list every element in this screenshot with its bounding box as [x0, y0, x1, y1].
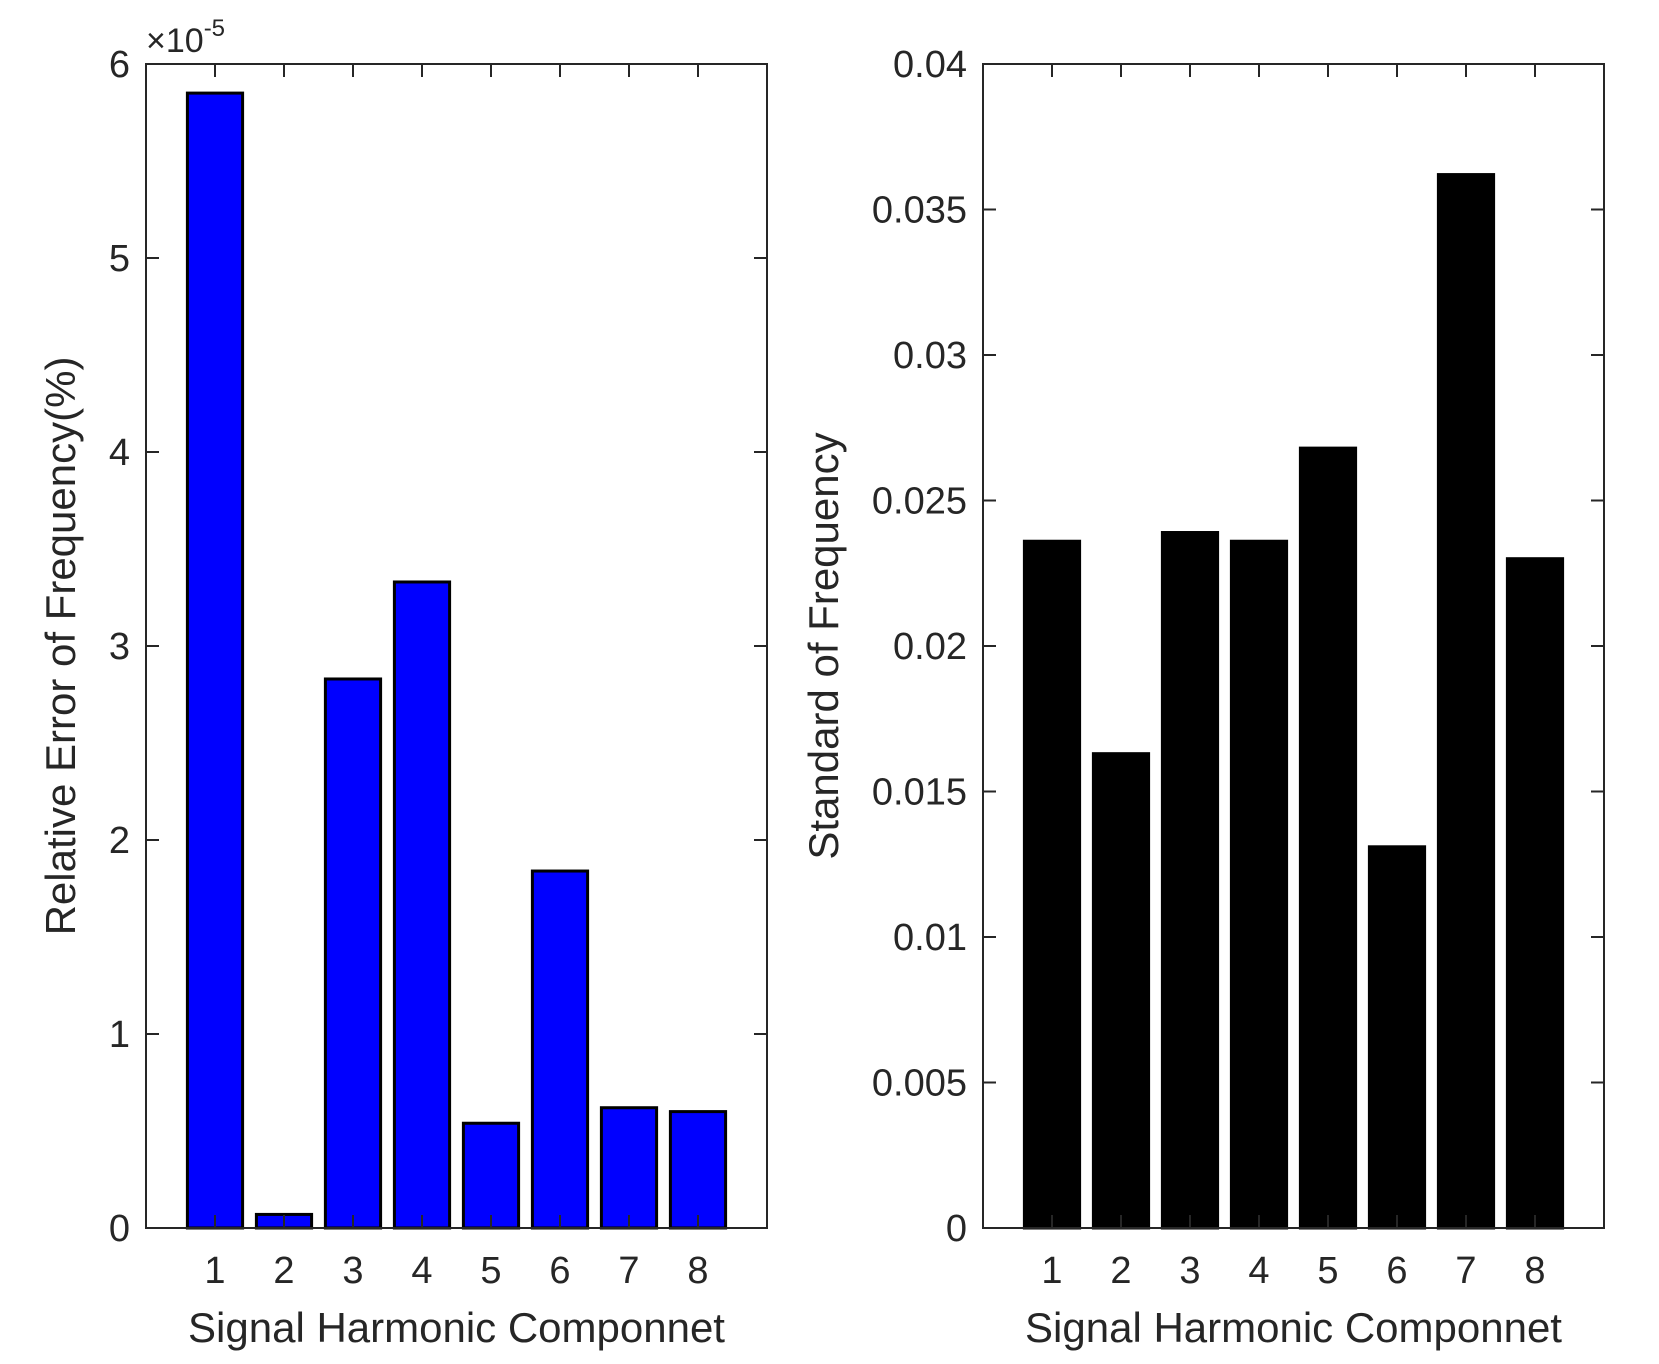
y-tick-label: 0 — [946, 1208, 967, 1250]
y-axis-label: Relative Error of Frequency(%) — [37, 357, 84, 936]
x-tick-label: 5 — [1317, 1250, 1338, 1292]
x-tick-label: 7 — [1455, 1250, 1476, 1292]
bar-4 — [392, 580, 452, 1230]
x-tick-label: 4 — [411, 1250, 432, 1292]
bar-7 — [1436, 173, 1496, 1230]
x-tick-label: 7 — [618, 1250, 639, 1292]
y-exponent-base: ×10 — [146, 22, 204, 60]
x-tick-label: 6 — [1386, 1250, 1407, 1292]
x-tick-label: 2 — [1110, 1250, 1131, 1292]
y-tick-label: 0.005 — [872, 1063, 967, 1105]
x-tick-label: 3 — [342, 1250, 363, 1292]
y-tick-label: 5 — [109, 238, 130, 280]
bar-6 — [1367, 845, 1427, 1230]
bar-1 — [1022, 539, 1082, 1230]
bar-5 — [461, 1121, 521, 1230]
bar-3 — [1160, 531, 1220, 1230]
y-tick-label: 0.04 — [893, 44, 967, 86]
y-tick-label: 1 — [109, 1014, 130, 1056]
x-tick-label: 8 — [687, 1250, 708, 1292]
y-tick-label: 0.02 — [893, 626, 967, 668]
bar-3 — [323, 677, 383, 1230]
bar-4 — [1229, 539, 1289, 1230]
y-exponent-label: ×10-5 — [146, 15, 225, 60]
x-tick-label: 4 — [1248, 1250, 1269, 1292]
x-tick-label: 1 — [204, 1250, 225, 1292]
y-tick-label: 0.025 — [872, 481, 967, 523]
bar-8 — [668, 1110, 728, 1230]
x-axis-label: Signal Harmonic Componnet — [188, 1304, 725, 1351]
y-tick-label: 6 — [109, 44, 130, 86]
x-tick-label: 8 — [1524, 1250, 1545, 1292]
bar-6 — [530, 869, 590, 1230]
y-tick-label: 0.03 — [893, 335, 967, 377]
y-axis-label: Standard of Frequency — [800, 432, 847, 859]
y-tick-label: 4 — [109, 432, 130, 474]
y-tick-label: 3 — [109, 626, 130, 668]
left-chart: 0 1 2 3 4 5 6 1 2 3 4 5 6 7 8 Signal Harmonic Componnet… — [37, 15, 768, 1351]
x-tick-label: 6 — [549, 1250, 570, 1292]
y-tick-label: 0.01 — [893, 917, 967, 959]
y-tick-label: 0 — [109, 1208, 130, 1250]
x-tick-label: 1 — [1041, 1250, 1062, 1292]
x-axis-label: Signal Harmonic Componnet — [1025, 1304, 1562, 1351]
y-exponent-power: -5 — [204, 15, 225, 42]
bar-1 — [185, 91, 245, 1230]
bar-8 — [1505, 557, 1565, 1230]
x-tick-label: 2 — [273, 1250, 294, 1292]
y-tick-label: 0.015 — [872, 772, 967, 814]
bar-2 — [1091, 752, 1151, 1230]
y-tick-label: 0.035 — [872, 190, 967, 232]
bar-7 — [599, 1106, 659, 1230]
x-tick-label: 3 — [1179, 1250, 1200, 1292]
x-tick-label: 5 — [480, 1250, 501, 1292]
y-tick-label: 2 — [109, 820, 130, 862]
bar-5 — [1298, 446, 1358, 1230]
right-chart: 0 0.005 0.01 0.015 0.02 0.025 0.03 0.035 0.04 1 2 3… — [800, 44, 1605, 1351]
